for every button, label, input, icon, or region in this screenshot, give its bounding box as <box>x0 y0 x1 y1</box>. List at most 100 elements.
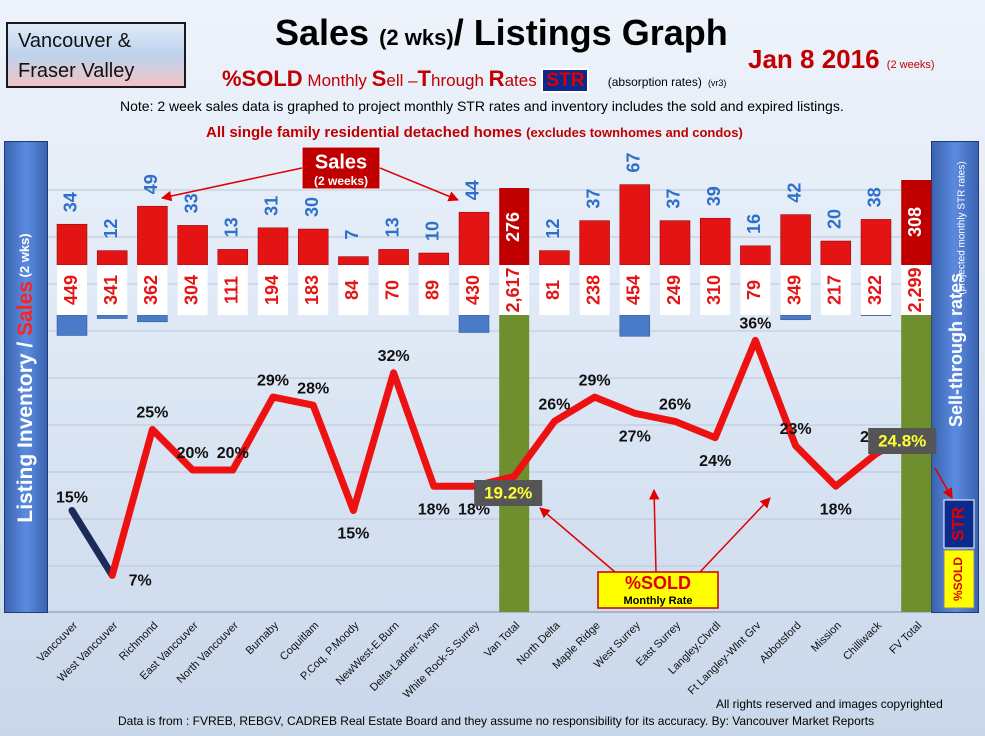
category-label: White Rock-S.Surrey <box>401 619 482 700</box>
sales-bar <box>820 240 852 266</box>
category-label: Van Total <box>482 620 522 660</box>
sold-callout-box <box>597 571 719 609</box>
pct-label: 36% <box>739 316 771 333</box>
sales-bar <box>96 250 128 266</box>
sales-label: 44 <box>463 180 483 200</box>
sales-bar <box>699 217 731 266</box>
sales-bar <box>740 245 771 266</box>
inventory-label-box <box>700 265 731 315</box>
sales-bar <box>780 214 811 266</box>
left-axis-panel <box>4 141 48 613</box>
subtitle-part: ates <box>504 71 542 90</box>
sales-bar <box>860 219 892 266</box>
pct-label: 26% <box>538 397 570 414</box>
inventory-label: 183 <box>302 275 322 305</box>
inventory-bar <box>96 314 128 319</box>
total-bar-fv <box>901 315 932 612</box>
inventory-bar <box>137 314 168 323</box>
sales-bar <box>418 252 450 266</box>
inventory-label: 217 <box>825 275 845 305</box>
inventory-label-box <box>740 265 771 315</box>
copyright-text: All rights reserved and images copyright… <box>716 697 943 711</box>
str-line-west-van <box>68 507 116 579</box>
inventory-label: 84 <box>342 280 362 300</box>
inventory-label: 2,299 <box>905 267 925 312</box>
scope-exclusion: (excludes townhomes and condos) <box>526 125 743 140</box>
pct-label: 20% <box>217 445 249 462</box>
pct-label: 32% <box>378 348 410 365</box>
sales-callout-title: Sales <box>315 151 367 173</box>
pct-label: 18% <box>820 501 852 518</box>
sales-bar <box>338 256 369 266</box>
sales-bar <box>56 223 88 266</box>
inventory-label: 341 <box>101 275 121 305</box>
sales-label: 38 <box>865 187 885 207</box>
sales-bar <box>458 211 490 266</box>
category-label: Ft Langley-Wlnt Grv <box>686 619 764 697</box>
inventory-label: 249 <box>664 275 684 305</box>
str-badge-right <box>943 499 975 549</box>
category-label: Abbotsford <box>758 620 804 666</box>
category-label: Burnaby <box>244 619 282 657</box>
inventory-label-box <box>820 265 851 315</box>
sales-arrow-left <box>160 167 303 202</box>
sold-badge-right-text: %SOLD <box>951 557 965 601</box>
pct-label: 25% <box>136 405 168 422</box>
pct-label: 24% <box>699 453 731 470</box>
sales-bar <box>137 205 168 266</box>
left-axis-sales: Sales <box>14 281 37 336</box>
str-badge-right-text: STR <box>948 507 967 541</box>
inventory-label: 322 <box>865 275 885 305</box>
str-arrow <box>934 467 953 499</box>
left-axis-part: Listing Inventory / <box>14 336 37 523</box>
right-axis-title: Sell-through rates <box>946 273 966 427</box>
inventory-label: 194 <box>262 275 282 305</box>
category-label: FV Total <box>887 620 924 657</box>
sales-bar <box>177 225 208 266</box>
inventory-label-box <box>378 265 409 315</box>
sales-label: 33 <box>181 193 201 213</box>
pct-label: 28% <box>297 380 329 397</box>
inventory-label-box <box>217 265 248 315</box>
inventory-label-box <box>177 265 208 315</box>
category-label: Chilliwack <box>841 619 884 662</box>
sales-label: 16 <box>744 214 764 234</box>
inventory-bar <box>458 314 490 333</box>
inventory-label-box <box>901 265 932 315</box>
left-axis-title: Listing Inventory / Sales (2 wks) <box>14 233 37 522</box>
title-period: (2 wks) <box>379 25 454 50</box>
sales-bar <box>659 220 691 266</box>
sales-callout-sub: (2 weeks) <box>314 174 368 188</box>
report-date: Jan 8 2016 (2 weeks) <box>748 44 934 75</box>
total-pct-box <box>868 428 937 454</box>
sales-label: 13 <box>382 217 402 237</box>
scope-main: All single family residential detached h… <box>206 124 522 141</box>
sales-label: 37 <box>583 189 603 209</box>
chart-title: Sales (2 wks)/ Listings Graph <box>275 12 728 54</box>
pct-label: 26% <box>659 397 691 414</box>
sales-bar <box>257 227 289 266</box>
sales-bar <box>901 180 932 265</box>
inventory-label-box <box>619 265 650 315</box>
sold-badge-right <box>943 549 975 609</box>
pct-label: 29% <box>579 372 611 389</box>
sales-bar <box>539 250 570 266</box>
pct-label: 23% <box>780 421 812 438</box>
sales-bar <box>217 249 249 266</box>
inventory-label: 89 <box>423 280 443 300</box>
sales-label: 12 <box>543 219 563 239</box>
sales-label: 42 <box>784 183 804 203</box>
sales-callout-box <box>301 146 381 190</box>
sales-label: 12 <box>101 219 121 239</box>
sales-label: 13 <box>222 217 242 237</box>
inventory-bar <box>780 314 811 321</box>
subtitle-part: S <box>371 66 387 91</box>
total-pct-box <box>474 480 543 506</box>
sold-arrow-left <box>539 507 616 573</box>
region-line-1: Vancouver & <box>18 30 132 52</box>
inventory-bar <box>56 314 88 336</box>
str-badge: STR <box>541 68 590 93</box>
sales-label: 30 <box>302 197 322 217</box>
sales-bar <box>579 220 610 266</box>
sales-bar <box>499 188 530 265</box>
